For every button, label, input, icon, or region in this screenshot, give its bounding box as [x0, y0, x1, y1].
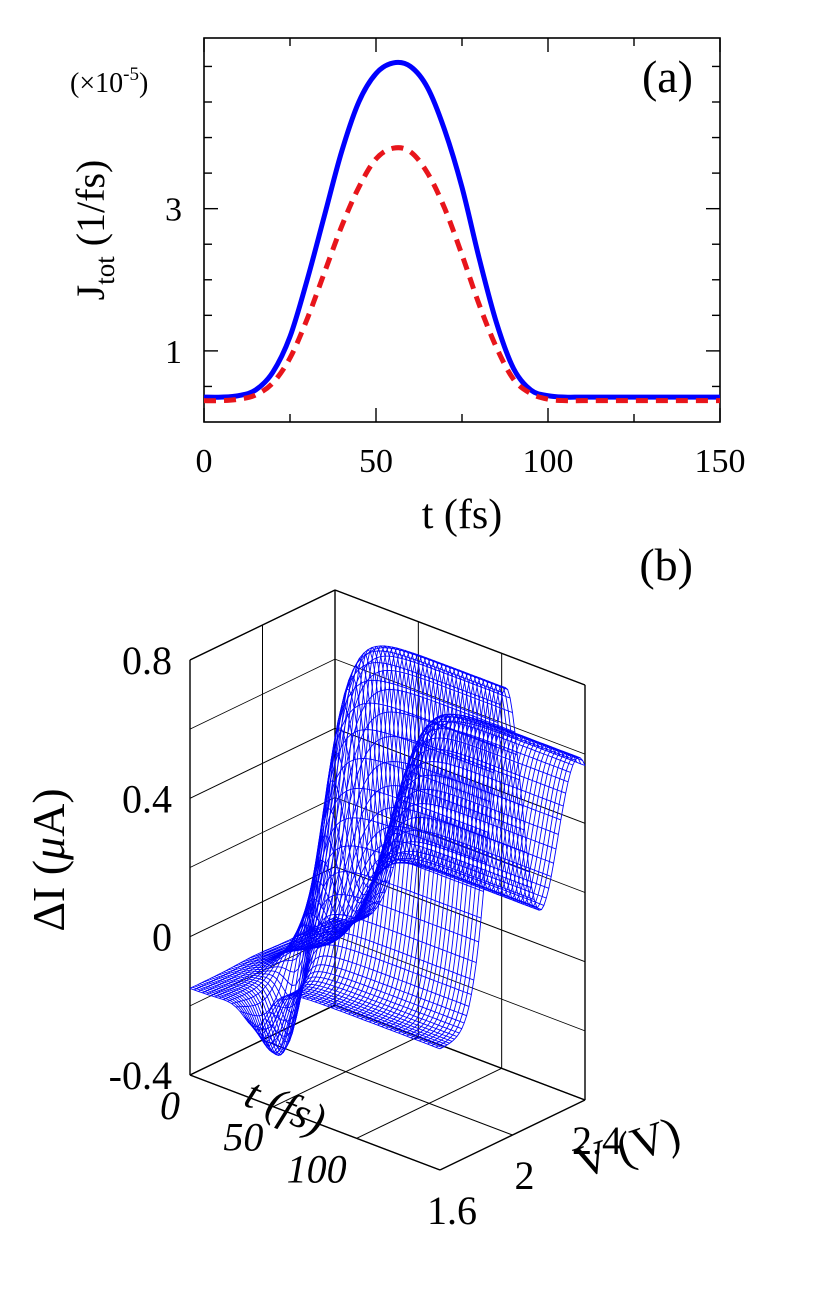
panel-b-mesh-line-t	[285, 675, 432, 997]
panel-b-ttick-label: 100	[287, 1146, 347, 1191]
panel-b-mesh-line-v	[204, 980, 455, 1051]
panel-a-xtick-label: 100	[523, 443, 574, 480]
panel-b-zgrid	[334, 589, 586, 686]
panel-b-floor-grid	[334, 1004, 586, 1101]
panel-b-vtick-label: 2.4	[572, 1118, 622, 1163]
panel-b-floor-grid	[262, 1039, 513, 1136]
panel-b-mesh-line-v	[206, 979, 458, 1054]
panel-b-label: (b)	[639, 539, 693, 590]
panel-b-mesh-line-t	[314, 645, 461, 1003]
panel-a-xtick-label: 50	[359, 443, 393, 480]
panel-b-mesh-line-t	[210, 919, 356, 997]
panel-a-series-1	[203, 59, 720, 400]
panel-a-xlabel: t (fs)	[422, 492, 502, 538]
panel-a-ytick-label: 3	[165, 192, 182, 229]
panel-b-mesh-line-t	[439, 686, 586, 1050]
panel-b-mesh-line-v	[243, 729, 494, 965]
panel-b-mesh-line-t	[198, 918, 344, 992]
panel-b-mesh-line-t	[306, 646, 453, 1000]
panel-b-ztick-label: 0	[152, 915, 172, 960]
panel-b-mesh-line-t	[202, 919, 348, 994]
panel-b-ztick-label: -0.4	[109, 1053, 172, 1098]
panel-b-vtick-label: 1.6	[427, 1188, 477, 1233]
panel-a-xtick-label: 0	[196, 443, 213, 480]
panel-b-vtick-label: 2	[515, 1153, 535, 1198]
panel-a-tick-labels: 0 50 100 150 1 3	[165, 192, 746, 480]
panel-a-series	[203, 59, 720, 404]
panel-a-ylabel: Jtot (1/fs)	[68, 160, 120, 301]
panel-a-chart: 0 50 100 150 1 3 (a) (×10-5) Jtot (1/fs) t (f…	[68, 37, 746, 538]
panel-b-zgrid	[334, 727, 586, 824]
panel-b-mesh-line-t	[264, 779, 411, 1037]
panel-b-mesh-line-t	[435, 685, 582, 1048]
panel-b-mesh-line-t	[431, 683, 578, 1047]
panel-a-series-2	[203, 145, 720, 404]
panel-a-ytick-label: 1	[165, 334, 182, 371]
panel-b-zlabel: ΔI (μA)	[23, 788, 74, 931]
panel-b-floor-grid	[189, 1074, 441, 1171]
panel-a-ticks	[203, 38, 721, 422]
panel-b-mesh-line-t	[310, 645, 457, 1001]
panel-b-ttick-label: 50	[223, 1115, 263, 1160]
panel-a-xtick-label: 150	[695, 443, 746, 480]
panel-b-ztick-label: 0.8	[122, 638, 172, 683]
panel-b-mesh-line-t	[189, 916, 336, 989]
panel-b-surface-mesh	[189, 645, 586, 1057]
panel-b-ttick-label: 0	[160, 1083, 180, 1128]
panel-b-ztick-label: 0.4	[122, 776, 172, 821]
panel-a-label: (a)	[642, 51, 693, 102]
panel-a-multiplier: (×10-5)	[70, 64, 148, 99]
